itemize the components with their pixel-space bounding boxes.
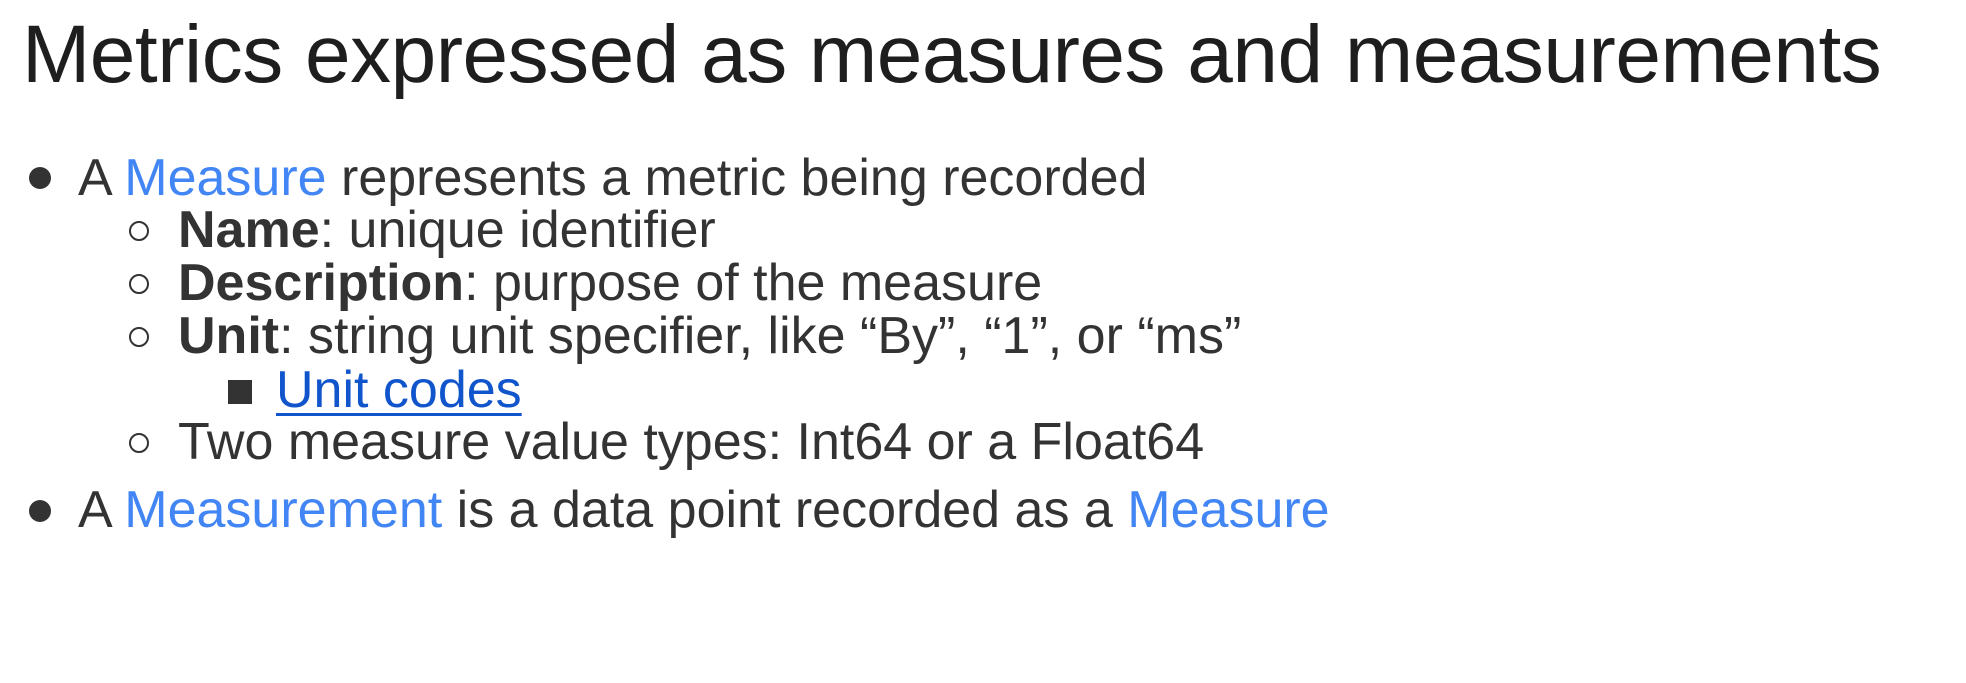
bullet-circle-icon: [129, 327, 149, 347]
bullet-circle-icon: [129, 433, 149, 453]
sub-item-text: : string unit specifier, like “By”, “1”,…: [279, 307, 1242, 365]
sub-item-description: Description: purpose of the measure: [178, 253, 1042, 313]
bullet-dot-icon: [29, 500, 51, 522]
slide-title: Metrics expressed as measures and measur…: [22, 9, 1882, 100]
measure-bullet: A Measure represents a metric being reco…: [78, 148, 1147, 208]
bullet-dot-icon: [29, 167, 51, 189]
measurement-term: Measurement: [124, 481, 443, 539]
measure-bullet-suffix: represents a metric being recorded: [326, 149, 1148, 207]
sub-item-label: Name: [178, 201, 320, 259]
sub-item-label: Description: [178, 254, 465, 312]
bullet-circle-icon: [129, 221, 149, 241]
measure-bullet-prefix: A: [78, 149, 125, 207]
bullet-square-icon: [228, 380, 252, 404]
sub-item-unit: Unit: string unit specifier, like “By”, …: [178, 306, 1241, 366]
measurement-bullet: A Measurement is a data point recorded a…: [78, 480, 1330, 540]
sub-item-value-types: Two measure value types: Int64 or a Floa…: [178, 412, 1204, 472]
sub-item-text: : purpose of the measure: [464, 254, 1043, 312]
bullet-circle-icon: [129, 274, 149, 294]
unit-codes-item: Unit codes: [276, 360, 522, 420]
measure-term: Measure: [124, 149, 327, 207]
sub-item-name: Name: unique identifier: [178, 200, 716, 260]
measurement-bullet-middle: is a data point recorded as a: [442, 481, 1128, 539]
value-types-text: Two measure value types: Int64 or a Floa…: [178, 413, 1205, 471]
sub-item-label: Unit: [178, 307, 280, 365]
measurement-bullet-prefix: A: [78, 481, 125, 539]
measure-term: Measure: [1127, 481, 1330, 539]
unit-codes-link[interactable]: Unit codes: [276, 361, 522, 419]
sub-item-text: : unique identifier: [319, 201, 716, 259]
